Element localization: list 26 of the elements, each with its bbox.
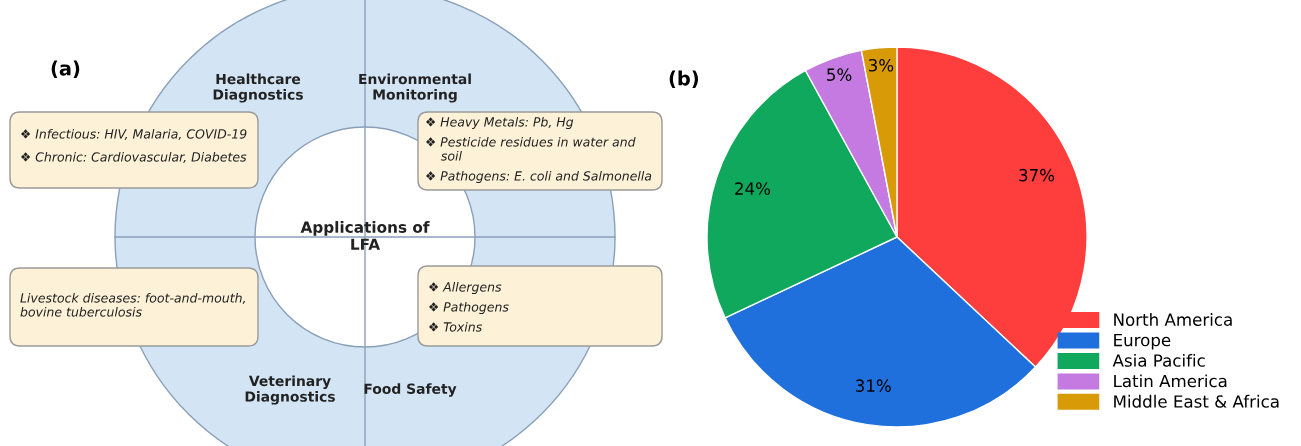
text: (b) [669, 70, 699, 88]
text: Food Safety [364, 383, 457, 397]
text: ❖ Infectious: HIV, Malaria, COVID-19 [21, 128, 247, 140]
text: Environmental Monitoring [359, 73, 471, 103]
text: ❖ Allergens [429, 281, 502, 295]
text: Healthcare Diagnostics [213, 73, 303, 103]
data-label: 3% [868, 58, 894, 72]
text: ❖ Heavy Metals: Pb, Hg [426, 116, 574, 130]
text: ❖ Pathogens: E. coli and Salmonella [426, 170, 652, 184]
legend-label: Middle East & Africa [1114, 394, 1279, 408]
text: ❖ Pesticide residues in water and soil [426, 136, 636, 161]
data-label: 5% [827, 68, 852, 81]
data-label: 31% [855, 379, 891, 392]
legend-label: North America [1114, 313, 1232, 326]
text: (a) [51, 60, 80, 78]
legend-label: Europe [1114, 333, 1171, 350]
text: ❖ Pathogens [429, 301, 509, 315]
text: ❖ Chronic: Cardiovascular, Diabetes [21, 151, 247, 163]
data-label: 37% [1019, 168, 1055, 182]
legend-label: Asia Pacific [1112, 353, 1205, 367]
text: ❖ Toxins [429, 321, 482, 332]
text: Livestock diseases: foot-and-mouth, bovine tuberculosis [20, 292, 245, 317]
text: Applications of LFA [300, 221, 430, 250]
data-label: 24% [735, 182, 771, 195]
legend-label: Latin America [1114, 374, 1227, 388]
text: Veterinary Diagnostics [245, 375, 335, 405]
